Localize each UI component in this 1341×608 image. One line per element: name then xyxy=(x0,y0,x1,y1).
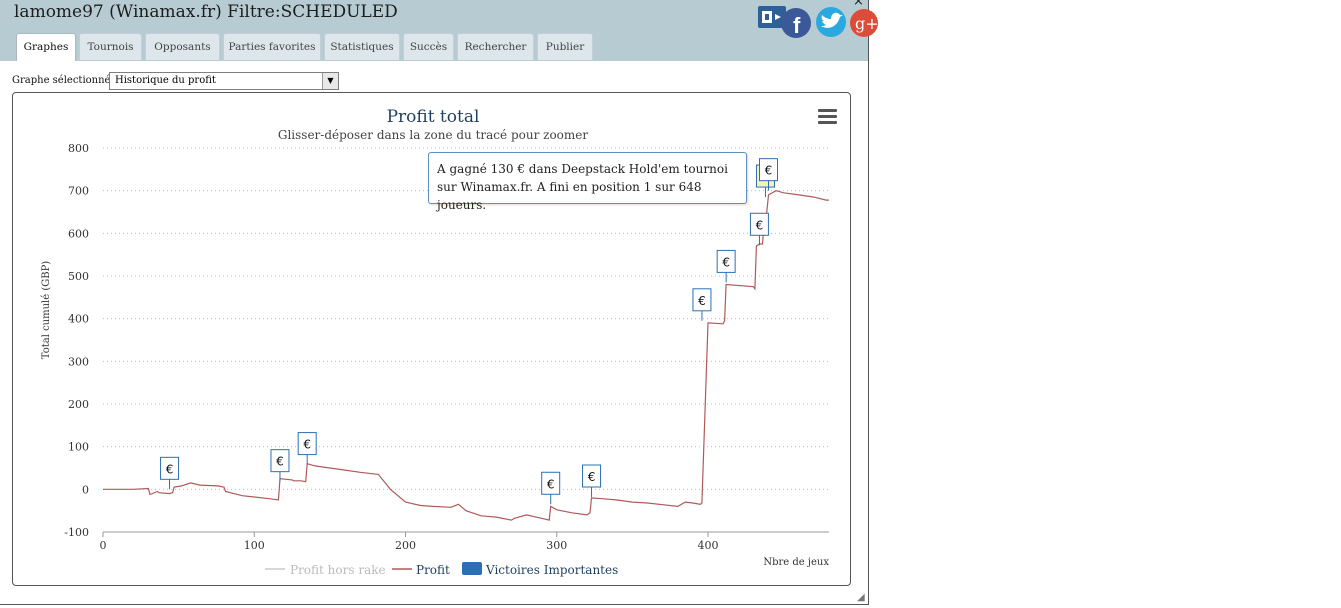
svg-text:€: € xyxy=(276,455,284,469)
graph-selector-value: Historique du profit xyxy=(115,75,216,86)
x-tick-label: 300 xyxy=(546,539,567,552)
chart-title: Profit total xyxy=(387,107,480,127)
svg-text:f: f xyxy=(793,13,801,38)
y-tick-label: 700 xyxy=(68,185,89,198)
graph-selector-label: Graphe sélectionné : xyxy=(12,75,118,86)
profit-series-line xyxy=(103,190,829,521)
x-tick-label: 200 xyxy=(395,539,416,552)
big-win-marker[interactable]: € xyxy=(692,288,712,321)
svg-text:€: € xyxy=(547,477,555,491)
svg-text:€: € xyxy=(303,438,311,452)
legend-profit: Profit xyxy=(416,563,450,577)
y-tick-label: 100 xyxy=(68,441,89,454)
svg-text:€: € xyxy=(756,218,764,232)
tab-publier[interactable]: Publier xyxy=(537,33,593,60)
big-win-marker[interactable]: € xyxy=(716,249,736,283)
big-win-marker[interactable]: € xyxy=(297,432,317,465)
chart-subtitle: Glisser-déposer dans la zone du tracé po… xyxy=(278,128,589,142)
svg-text:€: € xyxy=(698,294,706,308)
share-icon[interactable] xyxy=(758,6,786,28)
twitter-icon[interactable] xyxy=(816,7,846,37)
legend-profit-hors-rake: Profit hors rake xyxy=(290,563,386,577)
big-win-marker[interactable]: € xyxy=(759,158,778,191)
y-tick-label: 500 xyxy=(68,270,89,283)
y-tick-label: 0 xyxy=(82,483,89,496)
close-icon[interactable]: × xyxy=(853,0,864,9)
tab-statistiques[interactable]: Statistiques xyxy=(324,33,400,60)
facebook-icon[interactable]: f xyxy=(781,8,811,38)
svg-text:€: € xyxy=(765,164,773,178)
hamburger-menu-icon[interactable] xyxy=(818,109,837,124)
tab-opposants[interactable]: Opposants xyxy=(145,33,220,60)
y-tick-label: 800 xyxy=(68,142,89,155)
y-tick-label: 300 xyxy=(68,355,89,368)
x-axis-label: Nbre de jeux xyxy=(763,557,829,568)
graph-selector-dropdown[interactable]: Historique du profit ▼ xyxy=(109,72,339,90)
y-tick-label: -100 xyxy=(64,526,89,539)
big-win-marker[interactable]: € xyxy=(541,471,561,505)
chart-tooltip: A gagné 130 € dans Deepstack Hold'em tou… xyxy=(428,152,747,212)
legend-victoires-importantes: Victoires Importantes xyxy=(485,563,618,577)
tab-rechercher[interactable]: Rechercher xyxy=(457,33,534,60)
tab-succes[interactable]: Succès xyxy=(403,33,454,60)
y-tick-label: 200 xyxy=(68,398,89,411)
svg-text:€: € xyxy=(588,470,596,484)
window-header: lamome97 (Winamax.fr) Filtre:SCHEDULED G… xyxy=(0,0,879,61)
big-win-marker[interactable]: € xyxy=(749,212,769,246)
x-tick-label: 400 xyxy=(698,539,719,552)
big-win-marker[interactable]: € xyxy=(160,456,180,490)
x-tick-label: 100 xyxy=(244,539,265,552)
x-tick-label: 0 xyxy=(100,539,107,552)
resize-grip-icon[interactable]: ◢ xyxy=(857,592,865,603)
google-plus-icon[interactable]: g+ xyxy=(850,9,879,37)
social-share-bar: f g+ xyxy=(758,6,879,38)
tab-parties-favorites[interactable]: Parties favorites xyxy=(223,33,321,60)
legend-victoires-swatch xyxy=(462,562,482,575)
app-window: lamome97 (Winamax.fr) Filtre:SCHEDULED G… xyxy=(0,0,879,605)
chart-panel: Profit total Glisser-déposer dans la zone… xyxy=(12,92,851,586)
big-win-marker[interactable]: € xyxy=(582,464,602,498)
window-title: lamome97 (Winamax.fr) Filtre:SCHEDULED xyxy=(14,2,398,22)
big-win-marker[interactable]: € xyxy=(270,449,290,482)
tab-tournois[interactable]: Tournois xyxy=(79,33,142,60)
tab-graphes[interactable]: Graphes xyxy=(16,33,76,61)
chevron-down-icon[interactable]: ▼ xyxy=(322,73,338,89)
y-axis-label: Total cumulé (GBP) xyxy=(41,261,52,359)
y-tick-label: 600 xyxy=(68,227,89,240)
svg-text:€: € xyxy=(166,462,174,476)
svg-text:g+: g+ xyxy=(855,14,879,33)
svg-text:€: € xyxy=(722,255,730,269)
y-tick-label: 400 xyxy=(68,313,89,326)
